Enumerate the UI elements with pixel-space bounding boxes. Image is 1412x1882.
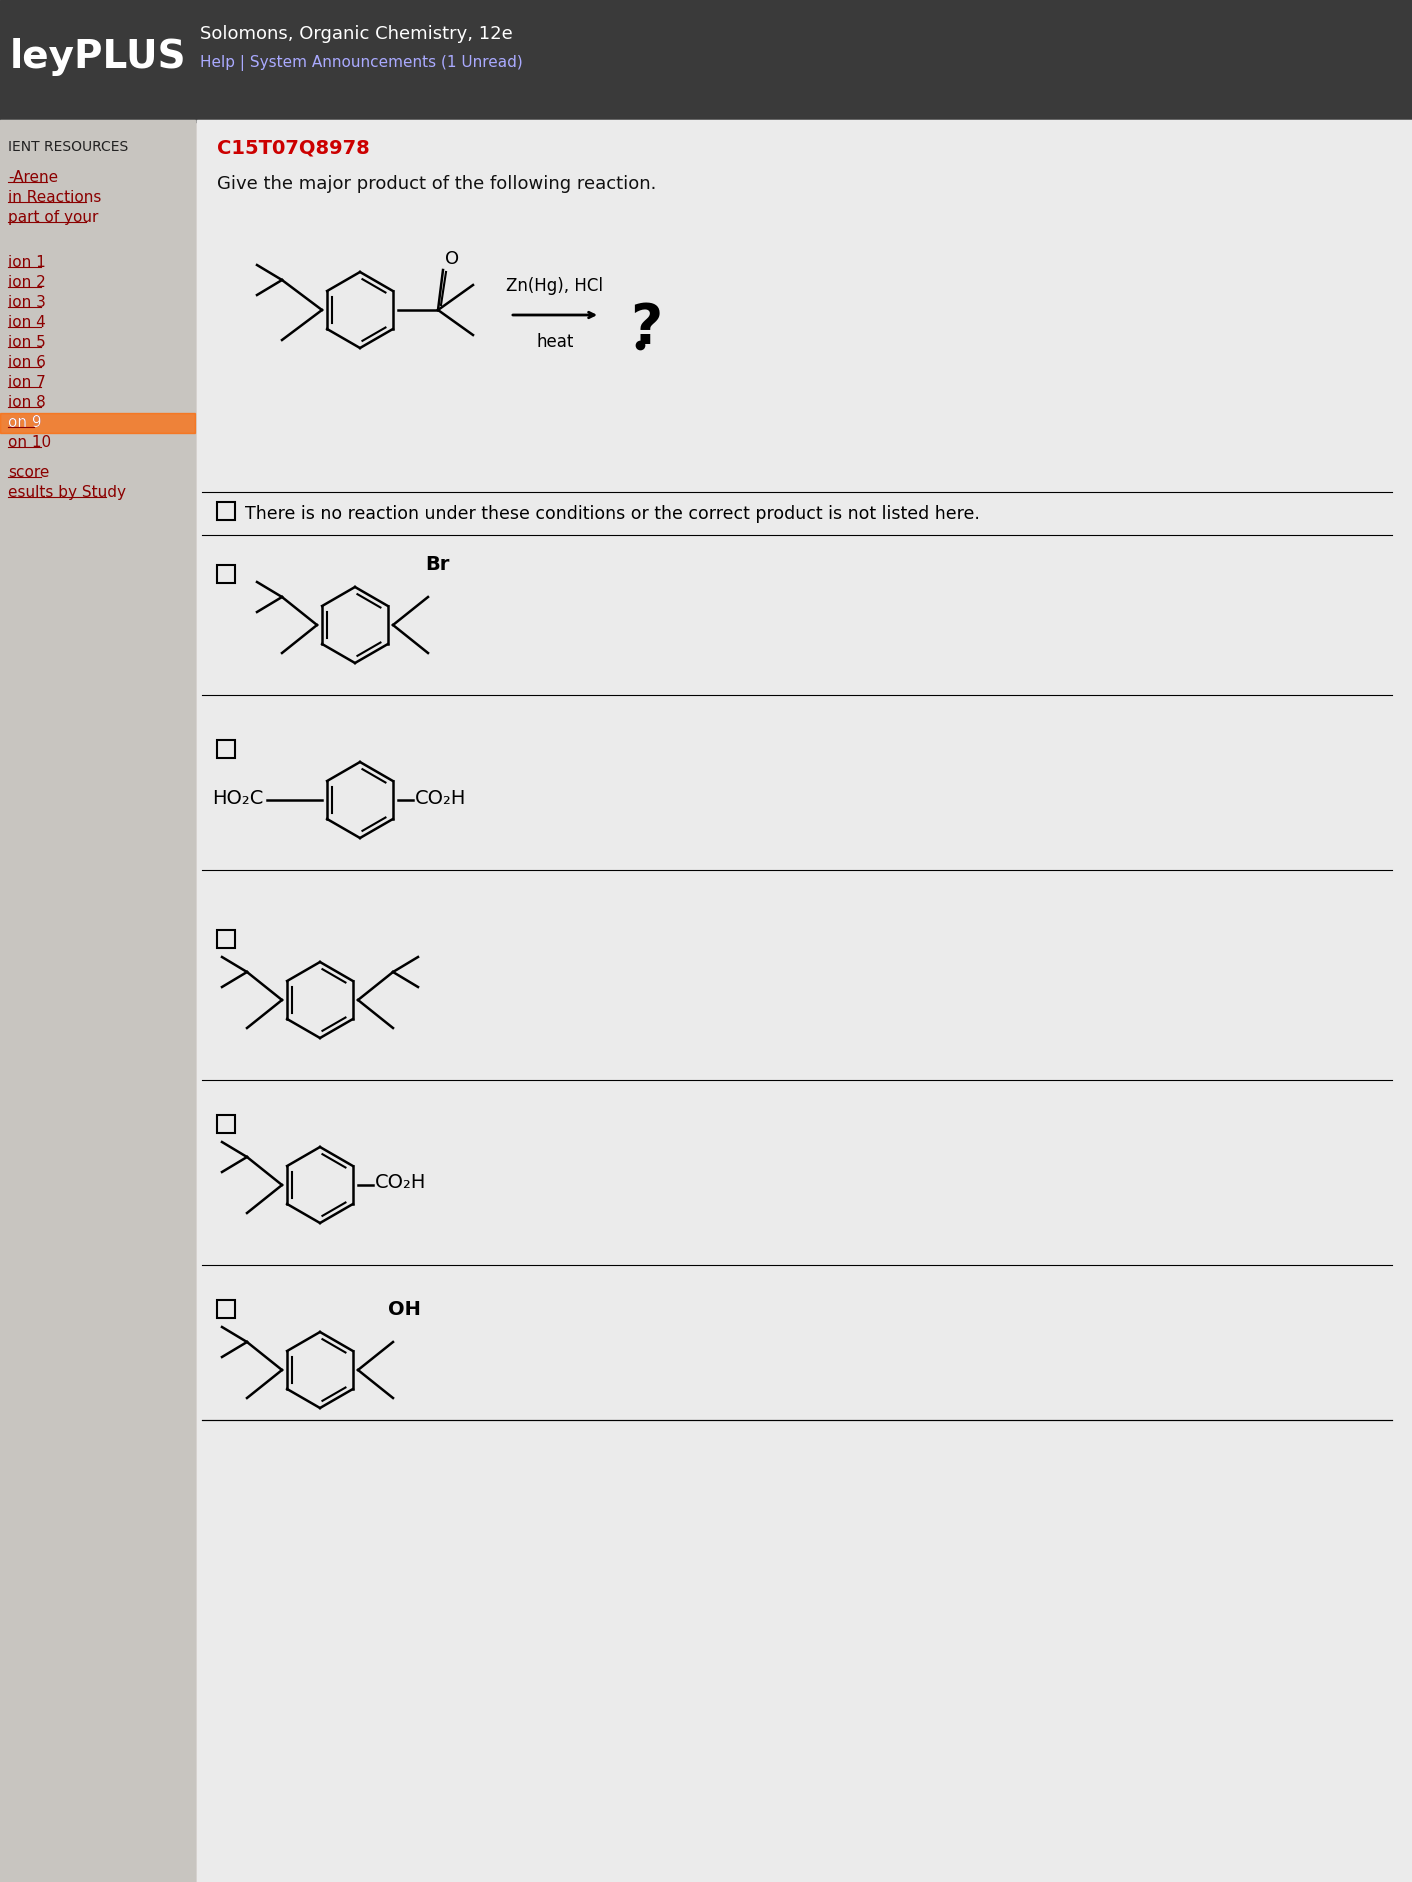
Text: CO₂H: CO₂H — [415, 789, 466, 807]
Bar — [0, 120, 1412, 122]
Bar — [0, 412, 195, 433]
Text: Give the major product of the following reaction.: Give the major product of the following … — [217, 175, 657, 194]
Text: on 10: on 10 — [8, 435, 51, 450]
Bar — [217, 1300, 234, 1317]
Text: ion 5: ion 5 — [8, 335, 45, 350]
Text: Br: Br — [425, 555, 449, 574]
Text: Help | System Announcements (1 Unread): Help | System Announcements (1 Unread) — [201, 55, 522, 72]
Text: ion 1: ion 1 — [8, 254, 45, 269]
Text: ion 6: ion 6 — [8, 356, 45, 371]
Bar — [217, 740, 234, 758]
Text: score: score — [8, 465, 49, 480]
Text: OH: OH — [388, 1300, 421, 1319]
Text: leyPLUS: leyPLUS — [10, 38, 186, 75]
Text: There is no reaction under these conditions or the correct product is not listed: There is no reaction under these conditi… — [246, 504, 980, 523]
Text: IENT RESOURCES: IENT RESOURCES — [8, 139, 128, 154]
Text: ion 7: ion 7 — [8, 375, 45, 390]
Bar — [217, 502, 234, 519]
Text: ion 8: ion 8 — [8, 395, 45, 410]
Bar — [0, 0, 1412, 120]
Text: part of your: part of your — [8, 211, 99, 226]
Bar — [217, 565, 234, 583]
Text: HO₂C: HO₂C — [213, 789, 264, 807]
Text: CO₂H: CO₂H — [376, 1174, 426, 1193]
Text: in Reactions: in Reactions — [8, 190, 102, 205]
Bar — [217, 1114, 234, 1133]
Text: heat: heat — [537, 333, 573, 352]
Text: O: O — [445, 250, 459, 267]
Text: ion 4: ion 4 — [8, 314, 45, 329]
Text: on 9: on 9 — [8, 416, 41, 429]
Text: ion 2: ion 2 — [8, 275, 45, 290]
Text: ?: ? — [630, 301, 662, 356]
Text: ion 3: ion 3 — [8, 295, 45, 311]
Bar — [198, 120, 1412, 1882]
Bar — [217, 930, 234, 949]
Text: esults by Study: esults by Study — [8, 486, 126, 501]
Text: -Arene: -Arene — [8, 169, 58, 184]
Text: Zn(Hg), HCl: Zn(Hg), HCl — [507, 277, 603, 295]
Text: C15T07Q8978: C15T07Q8978 — [217, 137, 370, 156]
Text: Solomons, Organic Chemistry, 12e: Solomons, Organic Chemistry, 12e — [201, 24, 513, 43]
Text: on 9: on 9 — [8, 416, 41, 429]
Bar — [0, 120, 195, 1882]
